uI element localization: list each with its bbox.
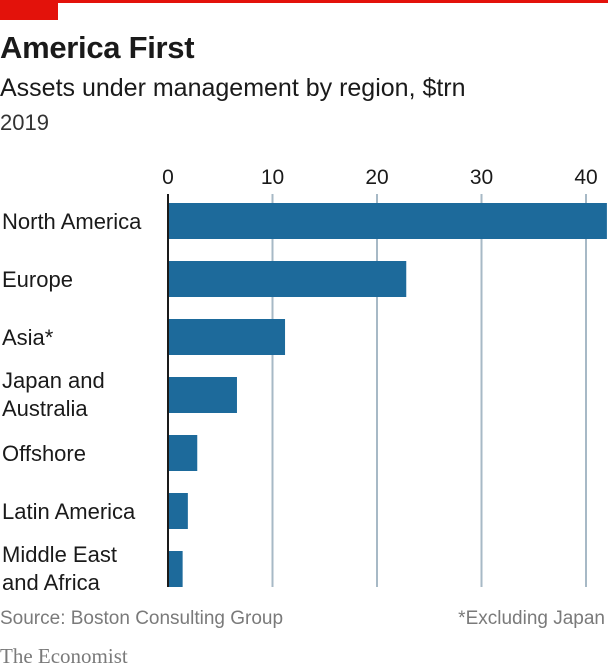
category-label: Australia (2, 396, 88, 421)
brand-tab (0, 0, 58, 20)
x-tick-label: 20 (365, 166, 388, 189)
gridlines (271, 194, 587, 587)
x-tick-label: 10 (261, 166, 284, 189)
category-label: and Africa (2, 570, 101, 595)
bar (168, 377, 237, 413)
bar (168, 261, 407, 297)
chart-title: America First (0, 30, 195, 65)
x-axis-ticks: 0 10 20 30 40 (162, 166, 598, 189)
chart-year: 2019 (0, 110, 49, 135)
chart-subtitle: Assets under management by region, $trn (0, 74, 466, 102)
publisher-logo: The Economist (0, 644, 128, 668)
x-tick-label: 40 (574, 166, 597, 189)
category-labels: North America Europe Asia* Japan and Austral… (2, 209, 142, 595)
source-note: Source: Boston Consulting Group (0, 608, 284, 629)
bar-chart: 0 10 20 30 40 North America Europe Asia* Japan … (2, 166, 607, 595)
bars (168, 203, 607, 587)
bar (168, 203, 607, 239)
category-label: Asia* (2, 325, 54, 350)
category-label: North America (2, 209, 142, 234)
category-label: Latin America (2, 499, 136, 524)
x-tick-label: 0 (162, 166, 174, 189)
category-label: Middle East (2, 542, 117, 567)
bar (168, 435, 198, 471)
category-label: Japan and (2, 368, 105, 393)
bar (168, 551, 183, 587)
x-tick-label: 30 (470, 166, 493, 189)
footnote: *Excluding Japan (458, 608, 605, 629)
bar (168, 493, 188, 529)
bar (168, 319, 286, 355)
category-label: Offshore (2, 441, 86, 466)
top-rule (0, 0, 608, 3)
category-label: Europe (2, 267, 73, 292)
